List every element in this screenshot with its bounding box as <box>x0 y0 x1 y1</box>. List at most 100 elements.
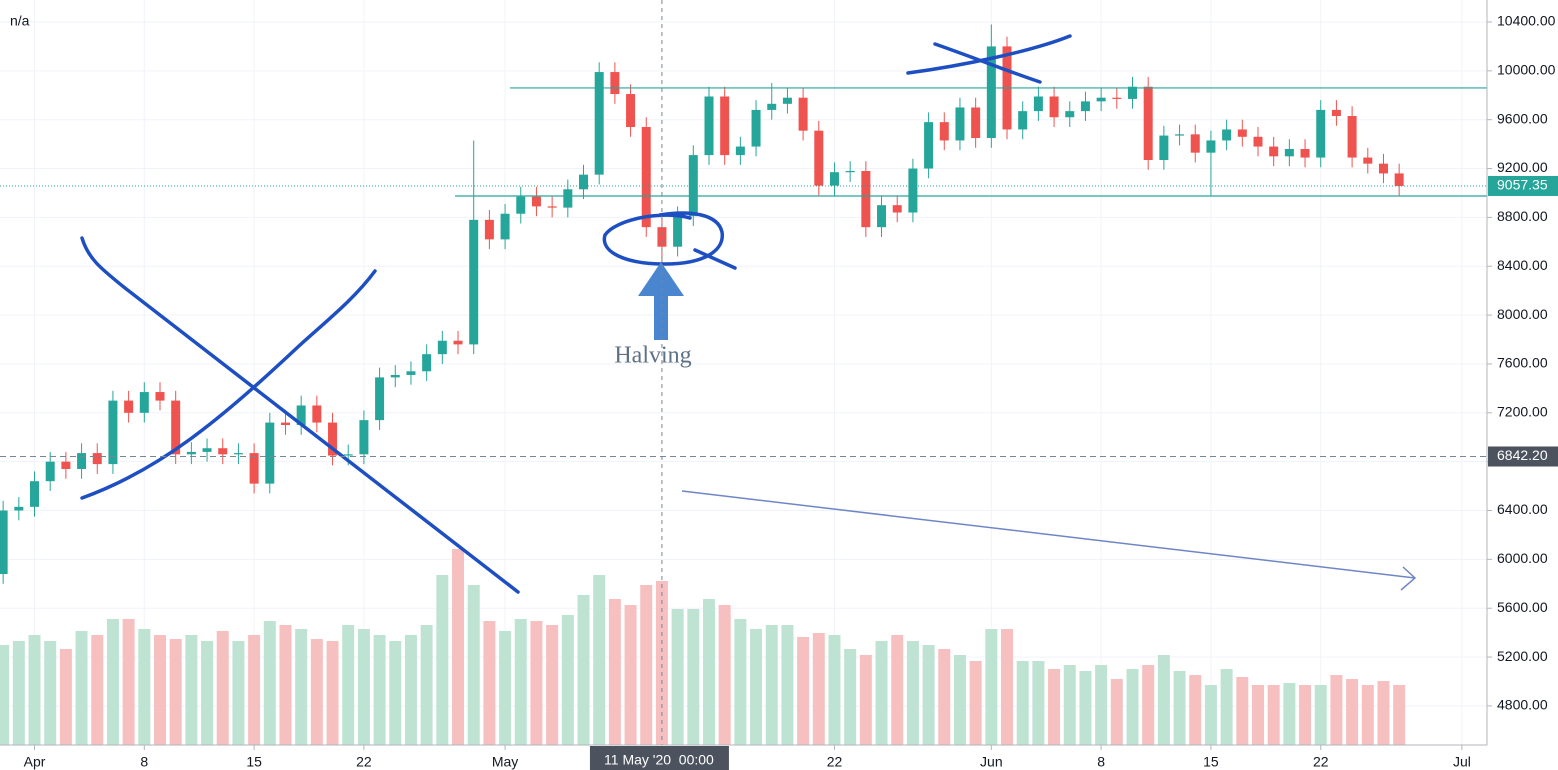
candle-body <box>1222 129 1232 141</box>
candle-body <box>563 189 573 208</box>
volume-bar <box>0 645 10 745</box>
candle-body <box>500 213 510 240</box>
volume-bar <box>106 619 119 745</box>
candle-body <box>516 196 526 214</box>
candle-body <box>92 453 102 465</box>
candle-body <box>1112 97 1122 99</box>
volume-pane <box>0 549 1406 745</box>
volume-bar <box>514 619 527 745</box>
candle-body <box>280 422 290 426</box>
x-tick-label: Jul <box>1453 754 1471 770</box>
volume-bar <box>404 635 417 745</box>
volume-bar <box>310 639 323 745</box>
volume-bar <box>812 633 825 745</box>
volume-bar <box>530 621 543 745</box>
y-tick-label: 9600.00 <box>1497 110 1548 126</box>
volume-bar <box>467 585 480 745</box>
candle-body <box>704 96 714 156</box>
volume-bar <box>91 635 104 745</box>
volume-bar <box>593 575 606 745</box>
volume-bar <box>546 625 559 745</box>
volume-bar <box>185 635 198 745</box>
overlay: Halving <box>0 0 1487 745</box>
candle-body <box>406 371 416 375</box>
volume-bar <box>1251 685 1264 745</box>
candle-body <box>1175 134 1185 136</box>
annotation: Halving <box>614 343 691 369</box>
crosshair-y-box <box>1488 446 1558 467</box>
candle-body <box>767 103 777 110</box>
volume-bar <box>859 655 872 745</box>
volume-bar <box>357 629 370 745</box>
candle-body <box>1237 129 1247 137</box>
candle-body <box>1394 173 1404 186</box>
corner-text: n/a <box>10 13 30 29</box>
volume-bar <box>906 641 919 745</box>
y-tick-label: 10400.00 <box>1497 13 1556 29</box>
volume-bar <box>671 609 684 745</box>
candle-body <box>626 94 636 128</box>
candle-body <box>233 453 243 455</box>
volume-bar <box>797 637 810 745</box>
candle-body <box>139 392 149 413</box>
candle-body <box>579 174 589 190</box>
candle-body <box>422 354 432 372</box>
y-tick-label: 9200.00 <box>1497 159 1548 175</box>
candle-body <box>328 422 338 456</box>
candle-body <box>1300 149 1310 158</box>
candle-body <box>829 172 839 186</box>
candle-body <box>469 219 479 345</box>
volume-bar <box>1393 685 1406 745</box>
volume-bar <box>891 635 904 745</box>
volume-bar <box>734 619 747 745</box>
x-tick-label: Jun <box>980 754 1003 770</box>
candle-body <box>312 405 322 423</box>
volume-bar <box>201 641 214 745</box>
volume-bar <box>1001 629 1014 745</box>
candle-body <box>186 451 196 455</box>
candle-body <box>735 146 745 156</box>
volume-bar <box>1095 665 1108 745</box>
volume-bar <box>953 655 966 745</box>
candle-body <box>908 168 918 213</box>
y-tick-label: 4800.00 <box>1497 697 1548 713</box>
volume-bar <box>122 619 135 745</box>
candle-body <box>45 461 55 482</box>
volume-bar <box>718 605 731 745</box>
volume-bar <box>1377 681 1390 745</box>
candle-body <box>1378 163 1388 174</box>
candle-body <box>343 454 353 456</box>
x-tick-label: 22 <box>827 754 843 770</box>
candle-body <box>720 96 730 156</box>
candle-body <box>1347 116 1357 158</box>
candle-body <box>531 196 541 207</box>
volume-bar <box>1079 671 1092 745</box>
candle-body <box>986 46 996 139</box>
candle-body <box>1065 111 1075 118</box>
y-tick-label: 8800.00 <box>1497 208 1548 224</box>
candle-body <box>845 170 855 173</box>
volume-bar <box>59 649 72 745</box>
candle-body <box>814 130 824 186</box>
drawing-circle <box>602 211 724 266</box>
volume-bar <box>828 635 841 745</box>
volume-bar <box>1236 677 1249 745</box>
volume-bar <box>373 635 386 745</box>
volume-bar <box>1126 669 1139 745</box>
x-tick-label: 8 <box>1097 754 1105 770</box>
halving-arrow-head <box>638 262 684 296</box>
crosshair-y-label: 6842.20 <box>1497 447 1548 463</box>
drawing-stroke <box>80 236 520 594</box>
x-tick-label: Apr <box>24 754 46 770</box>
volume-bar <box>452 549 465 745</box>
candle-body <box>1284 149 1294 157</box>
volume-bar <box>436 575 449 745</box>
volume-bar <box>248 635 261 745</box>
candle-body <box>1190 134 1200 153</box>
volume-bar <box>969 661 982 745</box>
candle-body <box>1159 135 1169 160</box>
grid <box>0 0 1487 745</box>
volume-bar <box>922 645 935 745</box>
y-tick-label: 8400.00 <box>1497 257 1548 273</box>
